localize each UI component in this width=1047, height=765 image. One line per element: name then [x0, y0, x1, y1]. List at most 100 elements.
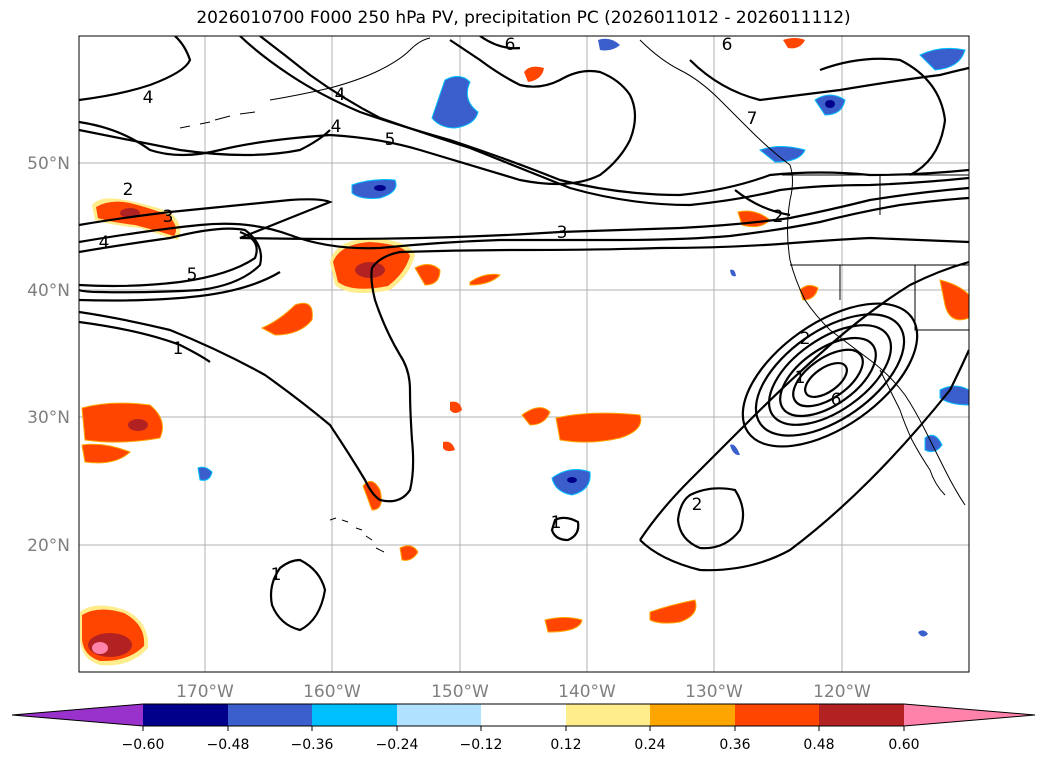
- lat-label: 40°N: [27, 281, 70, 301]
- precip-blob-small-2: [469, 273, 502, 286]
- contour-label: 3: [557, 223, 568, 243]
- precip-blob-central-1: [521, 407, 551, 426]
- contour-1-south: [269, 558, 327, 632]
- lon-label: 150°W: [431, 682, 489, 702]
- contour-label: 7: [747, 109, 758, 129]
- contour-label: 4: [143, 88, 154, 108]
- precip-neg-canada-2: [919, 47, 966, 71]
- colorbar-tick-labels: −0.60 −0.48 −0.36 −0.24 −0.12 0.12 0.24 …: [122, 737, 920, 753]
- coastline-westcoast: [789, 259, 966, 506]
- contour-3-west: [79, 271, 281, 302]
- lat-label: 30°N: [27, 408, 70, 428]
- colorbar-tick-label: −0.48: [207, 737, 250, 753]
- colorbar-tick-label: 0.24: [634, 737, 665, 753]
- precip-neg-mid: [351, 179, 397, 199]
- contour-labels: 6 6 7 4 5 4 4 2 3 4 5 3 2 1 2 1 6 2 1 1: [99, 35, 842, 585]
- contour-cutoff-5: [792, 348, 864, 408]
- contour-2-oval: [676, 487, 745, 550]
- contour-label: 2: [692, 495, 703, 515]
- contour-label: 3: [163, 207, 174, 227]
- chart-title: 2026010700 F000 250 hPa PV, precipitatio…: [196, 8, 851, 28]
- precip-neg-small-2: [730, 444, 740, 456]
- contour-4-northwest: [79, 39, 637, 186]
- colorbar-segment: [566, 704, 650, 726]
- precip-neg-small-3: [918, 630, 928, 637]
- map-content: 6 6 7 4 5 4 4 2 3 4 5 3 2 1 2 1 6 2 1 1: [79, 35, 969, 672]
- precip-blob-canada-2: [783, 38, 805, 49]
- precip-blob-small-4: [443, 441, 455, 452]
- colorbar-tick-label: −0.60: [122, 737, 165, 753]
- longitude-labels: 170°W 160°W 150°W 140°W 130°W 120°W: [176, 682, 871, 702]
- contour-label: 1: [795, 368, 806, 388]
- contour-7-canada: [689, 59, 969, 102]
- colorbar-segment: [312, 704, 397, 726]
- precip-blob-hawaii-s: [399, 545, 419, 561]
- contour-2-coast: [734, 189, 791, 217]
- contour-6-canada: [479, 36, 521, 50]
- contour-label: 1: [173, 339, 184, 359]
- precip-blob-central-2: [555, 412, 642, 443]
- colorbar-segment: [481, 704, 566, 726]
- contour-cutoff-4: [779, 336, 877, 418]
- contour-label: 2: [773, 207, 784, 227]
- contour-label: 4: [331, 117, 342, 137]
- contour-5-loop: [79, 227, 263, 294]
- colorbar-tick-label: 0.60: [888, 737, 919, 753]
- contour-4-loop: [79, 230, 258, 288]
- colorbar-tick-label: 0.36: [719, 737, 750, 753]
- precip-neg-small-1: [730, 269, 736, 277]
- contour-label: 6: [722, 35, 733, 55]
- precip-blob-canada-1: [524, 66, 544, 82]
- contour-1-main: [79, 236, 969, 503]
- contour-label: 4: [99, 233, 110, 253]
- contour-label: 2: [800, 329, 811, 349]
- contour-4-band: [79, 128, 331, 157]
- precip-negative-areas: [197, 38, 969, 637]
- coastline-islands: [329, 517, 385, 553]
- colorbar-segment: [228, 704, 312, 726]
- coastline-bc: [639, 39, 793, 261]
- contour-4-north: [79, 36, 192, 102]
- precip-blob-hawaii-ne: [362, 480, 382, 511]
- lat-label: 20°N: [27, 536, 70, 556]
- colorbar-tick-label: −0.36: [291, 737, 334, 753]
- map-frame: [78, 35, 970, 673]
- coastlines: [179, 37, 969, 553]
- lat-label: 50°N: [27, 154, 70, 174]
- colorbar-under-triangle: [12, 704, 143, 726]
- colorbar-segment: [650, 704, 735, 726]
- contour-5-b: [259, 36, 969, 207]
- colorbar-ticks: [142, 726, 905, 731]
- colorbar-tick-label: −0.12: [460, 737, 503, 753]
- precip-blob-south-2: [649, 599, 697, 624]
- contour-3-band: [79, 186, 969, 241]
- latitude-labels: 50°N 40°N 30°N 20°N: [27, 154, 70, 556]
- precip-neg-west: [197, 466, 213, 481]
- contour-label: 2: [123, 180, 134, 200]
- colorbar: −0.60 −0.48 −0.36 −0.24 −0.12 0.12 0.24 …: [11, 703, 1036, 753]
- contour-1-west: [79, 320, 211, 363]
- lon-label: 140°W: [558, 682, 616, 702]
- precip-blob-mid-1: [260, 302, 313, 336]
- lon-label: 120°W: [813, 682, 871, 702]
- precip-neg-gulf: [431, 76, 479, 129]
- lon-label: 170°W: [176, 682, 234, 702]
- contour-label: 5: [385, 130, 396, 150]
- contour-cutoff-1: [741, 302, 919, 448]
- colorbar-segment: [819, 704, 904, 726]
- precip-blob-west-28n: [81, 443, 131, 464]
- contour-label: 6: [505, 35, 516, 55]
- precip-blob-small-3: [450, 401, 462, 413]
- precip-blob-small-1: [414, 264, 441, 286]
- colorbar-tick-label: 0.48: [803, 737, 834, 753]
- contour-label: 5: [187, 265, 198, 285]
- precip-blob-interior: [939, 279, 969, 321]
- precip-neg-canada-1: [598, 38, 620, 51]
- colorbar-segment: [143, 704, 228, 726]
- graticule: [79, 36, 969, 672]
- precip-blob-south-1: [544, 617, 583, 633]
- colorbar-tick-label: −0.24: [376, 737, 419, 753]
- contour-label: 1: [551, 513, 562, 533]
- precip-blob-west-30n-core: [128, 419, 148, 431]
